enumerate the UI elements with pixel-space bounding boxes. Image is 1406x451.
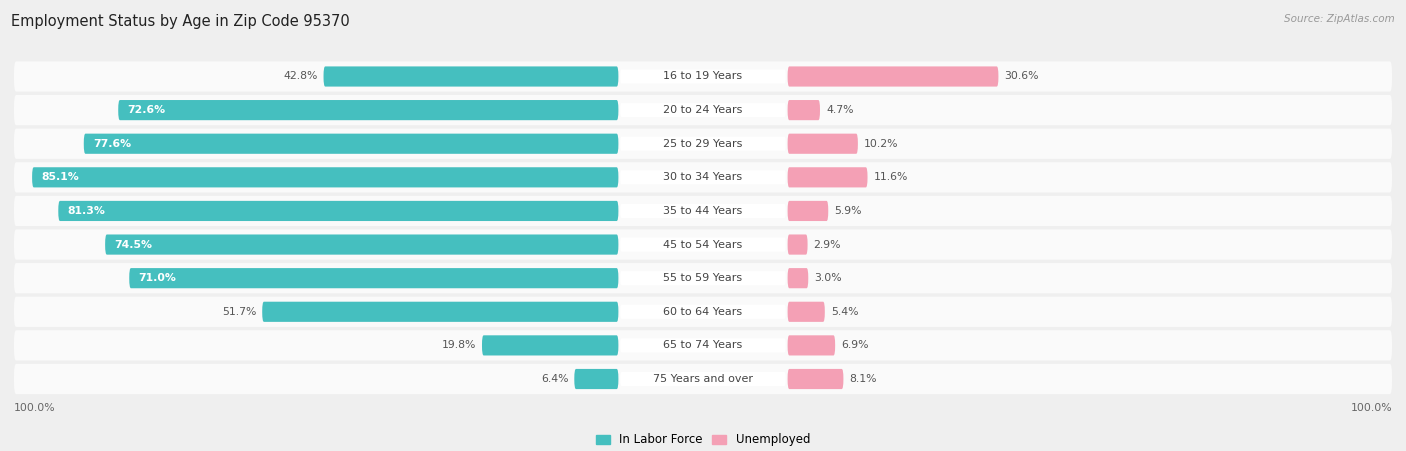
Text: 8.1%: 8.1% [849, 374, 877, 384]
Text: 42.8%: 42.8% [283, 72, 318, 82]
Legend: In Labor Force, Unemployed: In Labor Force, Unemployed [596, 433, 810, 446]
Text: 10.2%: 10.2% [863, 139, 898, 149]
FancyBboxPatch shape [14, 61, 1392, 92]
FancyBboxPatch shape [620, 338, 786, 353]
Text: 6.4%: 6.4% [541, 374, 568, 384]
Text: 75 Years and over: 75 Years and over [652, 374, 754, 384]
FancyBboxPatch shape [620, 305, 786, 319]
FancyBboxPatch shape [620, 170, 786, 184]
FancyBboxPatch shape [58, 201, 619, 221]
FancyBboxPatch shape [574, 369, 619, 389]
FancyBboxPatch shape [787, 66, 998, 87]
Text: 45 to 54 Years: 45 to 54 Years [664, 239, 742, 249]
Text: 71.0%: 71.0% [138, 273, 176, 283]
FancyBboxPatch shape [84, 133, 619, 154]
FancyBboxPatch shape [787, 100, 820, 120]
Text: 51.7%: 51.7% [222, 307, 256, 317]
Text: 30 to 34 Years: 30 to 34 Years [664, 172, 742, 182]
FancyBboxPatch shape [787, 302, 825, 322]
Text: 60 to 64 Years: 60 to 64 Years [664, 307, 742, 317]
Text: Source: ZipAtlas.com: Source: ZipAtlas.com [1284, 14, 1395, 23]
Text: 55 to 59 Years: 55 to 59 Years [664, 273, 742, 283]
FancyBboxPatch shape [14, 196, 1392, 226]
FancyBboxPatch shape [787, 167, 868, 188]
FancyBboxPatch shape [14, 330, 1392, 360]
FancyBboxPatch shape [787, 335, 835, 355]
Text: 16 to 19 Years: 16 to 19 Years [664, 72, 742, 82]
FancyBboxPatch shape [14, 162, 1392, 193]
Text: 81.3%: 81.3% [67, 206, 105, 216]
Text: 25 to 29 Years: 25 to 29 Years [664, 139, 742, 149]
Text: 72.6%: 72.6% [128, 105, 166, 115]
FancyBboxPatch shape [118, 100, 619, 120]
FancyBboxPatch shape [14, 297, 1392, 327]
FancyBboxPatch shape [105, 235, 619, 255]
FancyBboxPatch shape [620, 103, 786, 117]
Text: 100.0%: 100.0% [14, 403, 56, 413]
Text: 74.5%: 74.5% [114, 239, 152, 249]
Text: 5.9%: 5.9% [834, 206, 862, 216]
FancyBboxPatch shape [323, 66, 619, 87]
Text: 100.0%: 100.0% [1350, 403, 1392, 413]
Text: 5.4%: 5.4% [831, 307, 858, 317]
Text: 77.6%: 77.6% [93, 139, 131, 149]
FancyBboxPatch shape [787, 268, 808, 288]
Text: 6.9%: 6.9% [841, 341, 869, 350]
Text: 19.8%: 19.8% [441, 341, 477, 350]
FancyBboxPatch shape [620, 271, 786, 285]
FancyBboxPatch shape [620, 372, 786, 386]
FancyBboxPatch shape [482, 335, 619, 355]
FancyBboxPatch shape [14, 364, 1392, 394]
Text: 11.6%: 11.6% [873, 172, 908, 182]
Text: 30.6%: 30.6% [1004, 72, 1039, 82]
Text: 2.9%: 2.9% [814, 239, 841, 249]
FancyBboxPatch shape [14, 263, 1392, 293]
FancyBboxPatch shape [32, 167, 619, 188]
FancyBboxPatch shape [787, 201, 828, 221]
FancyBboxPatch shape [620, 137, 786, 151]
FancyBboxPatch shape [787, 235, 807, 255]
FancyBboxPatch shape [787, 133, 858, 154]
FancyBboxPatch shape [620, 238, 786, 252]
Text: 65 to 74 Years: 65 to 74 Years [664, 341, 742, 350]
Text: 4.7%: 4.7% [827, 105, 853, 115]
FancyBboxPatch shape [262, 302, 619, 322]
FancyBboxPatch shape [620, 204, 786, 218]
FancyBboxPatch shape [14, 129, 1392, 159]
Text: 35 to 44 Years: 35 to 44 Years [664, 206, 742, 216]
FancyBboxPatch shape [129, 268, 619, 288]
FancyBboxPatch shape [787, 369, 844, 389]
Text: 85.1%: 85.1% [41, 172, 79, 182]
Text: 3.0%: 3.0% [814, 273, 842, 283]
FancyBboxPatch shape [14, 95, 1392, 125]
FancyBboxPatch shape [14, 230, 1392, 260]
FancyBboxPatch shape [620, 69, 786, 83]
Text: Employment Status by Age in Zip Code 95370: Employment Status by Age in Zip Code 953… [11, 14, 350, 28]
Text: 20 to 24 Years: 20 to 24 Years [664, 105, 742, 115]
